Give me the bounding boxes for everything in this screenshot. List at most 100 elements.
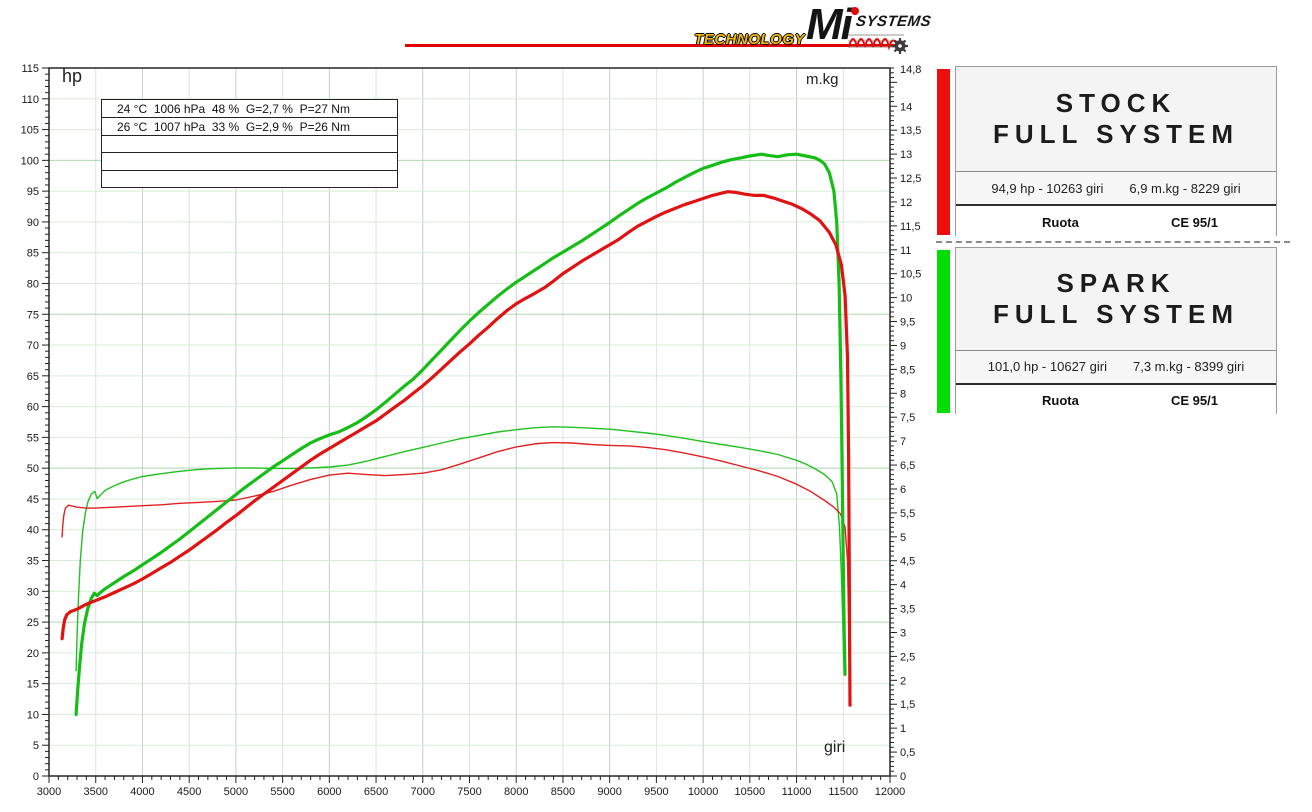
logo-brand-i-dot — [851, 7, 859, 15]
svg-text:3500: 3500 — [83, 786, 107, 798]
svg-text:9: 9 — [900, 340, 906, 352]
spark-card: SPARK FULL SYSTEM 101,0 hp - 10627 giri … — [955, 247, 1277, 416]
svg-text:3,5: 3,5 — [900, 604, 915, 616]
stock-peak-torque: 6,9 m.kg - 8229 giri — [1129, 180, 1241, 196]
stock-card: STOCK FULL SYSTEM 94,9 hp - 10263 giri 6… — [955, 66, 1277, 238]
stock-color-bar — [937, 69, 950, 235]
svg-text:4500: 4500 — [177, 786, 201, 798]
stock-measure-point: Ruota — [1042, 214, 1079, 230]
svg-text:7: 7 — [900, 436, 906, 448]
spark-color-bar — [937, 250, 950, 413]
spark-card-footer: Ruota CE 95/1 — [956, 382, 1276, 416]
logo-brand-text: Mi — [806, 0, 853, 49]
svg-text:10000: 10000 — [688, 786, 719, 798]
svg-text:7000: 7000 — [411, 786, 435, 798]
spark-card-stats: 101,0 hp - 10627 giri 7,3 m.kg - 8399 gi… — [956, 350, 1276, 383]
svg-text:2,5: 2,5 — [900, 651, 915, 663]
svg-text:10500: 10500 — [735, 786, 766, 798]
left-axis-title: hp — [62, 66, 83, 86]
logo-systems-text: SYSTEMS — [854, 13, 933, 30]
svg-text:65: 65 — [27, 371, 39, 383]
svg-text:5: 5 — [900, 532, 906, 544]
svg-text:12: 12 — [900, 197, 912, 209]
logo-technology-text: TECHNOLOGY — [694, 31, 805, 48]
conditions-row: 24 °C 1006 hPa 48 % G=2,7 % P=27 Nm — [117, 101, 350, 116]
svg-text:11: 11 — [900, 245, 911, 257]
svg-text:14,8: 14,8 — [900, 64, 921, 76]
svg-text:4: 4 — [900, 580, 906, 592]
spark-card-title: SPARK FULL SYSTEM — [992, 268, 1240, 330]
svg-text:35: 35 — [27, 556, 39, 568]
svg-text:1,5: 1,5 — [900, 699, 915, 711]
svg-text:10: 10 — [900, 293, 912, 305]
right-axis-title: m.kg — [806, 71, 839, 88]
stock-peak-hp: 94,9 hp - 10263 giri — [991, 180, 1104, 196]
svg-text:80: 80 — [27, 278, 39, 290]
svg-text:110: 110 — [21, 94, 39, 106]
svg-text:3000: 3000 — [37, 786, 61, 798]
svg-text:6,5: 6,5 — [900, 460, 915, 472]
svg-text:60: 60 — [27, 402, 39, 414]
svg-text:6: 6 — [900, 484, 906, 496]
x-axis-title: giri — [824, 739, 846, 756]
svg-text:8,5: 8,5 — [900, 364, 915, 376]
svg-text:8000: 8000 — [504, 786, 528, 798]
svg-text:7,5: 7,5 — [900, 412, 915, 424]
conditions-row: 26 °C 1007 hPa 33 % G=2,9 % P=26 Nm — [102, 117, 397, 134]
svg-text:5000: 5000 — [224, 786, 248, 798]
gear-icon — [892, 38, 908, 54]
logo-underline — [405, 44, 905, 47]
logo-wave-icon — [848, 34, 908, 54]
svg-text:11000: 11000 — [782, 786, 812, 798]
svg-text:1: 1 — [900, 723, 906, 735]
svg-text:30: 30 — [27, 586, 39, 598]
svg-text:14: 14 — [900, 101, 912, 113]
svg-text:2: 2 — [900, 675, 906, 687]
svg-text:5,5: 5,5 — [900, 508, 915, 520]
svg-text:15: 15 — [27, 679, 39, 691]
conditions-row — [102, 169, 397, 187]
svg-text:50: 50 — [27, 463, 39, 475]
svg-text:12000: 12000 — [875, 786, 906, 798]
svg-text:0: 0 — [900, 771, 906, 783]
svg-text:90: 90 — [27, 217, 39, 229]
svg-text:13,5: 13,5 — [900, 125, 921, 137]
svg-text:8: 8 — [900, 388, 906, 400]
svg-text:0,5: 0,5 — [900, 747, 915, 759]
cards-divider — [936, 241, 1290, 243]
svg-text:25: 25 — [27, 617, 39, 629]
svg-text:4,5: 4,5 — [900, 556, 915, 568]
spark-peak-torque: 7,3 m.kg - 8399 giri — [1132, 359, 1245, 375]
spark-measure-point: Ruota — [1042, 392, 1079, 408]
svg-text:7500: 7500 — [457, 786, 481, 798]
svg-text:6500: 6500 — [364, 786, 388, 798]
stock-card-footer: Ruota CE 95/1 — [956, 204, 1276, 238]
stock-norm: CE 95/1 — [1171, 214, 1218, 230]
svg-text:12,5: 12,5 — [900, 173, 921, 185]
svg-text:8500: 8500 — [551, 786, 575, 798]
spark-peak-hp: 101,0 hp - 10627 giri — [987, 359, 1107, 375]
svg-text:9,5: 9,5 — [900, 317, 915, 329]
svg-text:11,5: 11,5 — [900, 221, 921, 233]
svg-text:100: 100 — [21, 155, 39, 167]
svg-text:40: 40 — [27, 525, 39, 537]
svg-text:9500: 9500 — [644, 786, 668, 798]
svg-text:75: 75 — [27, 309, 39, 321]
svg-text:70: 70 — [27, 340, 39, 352]
svg-text:45: 45 — [27, 494, 39, 506]
svg-text:9000: 9000 — [597, 786, 621, 798]
stock-card-stats: 94,9 hp - 10263 giri 6,9 m.kg - 8229 gir… — [956, 171, 1276, 205]
svg-text:5500: 5500 — [270, 786, 294, 798]
svg-text:20: 20 — [27, 648, 39, 660]
svg-text:105: 105 — [21, 125, 39, 137]
conditions-table: 24 °C 1006 hPa 48 % G=2,7 % P=27 Nm 26 °… — [101, 99, 398, 188]
svg-text:11500: 11500 — [828, 786, 858, 798]
svg-text:95: 95 — [27, 186, 39, 198]
svg-text:4000: 4000 — [130, 786, 154, 798]
svg-text:85: 85 — [27, 248, 39, 260]
svg-text:5: 5 — [33, 740, 39, 752]
stock-card-title: STOCK FULL SYSTEM — [992, 88, 1240, 150]
conditions-row — [102, 134, 397, 152]
svg-text:13: 13 — [900, 149, 912, 161]
svg-text:10: 10 — [27, 709, 39, 721]
